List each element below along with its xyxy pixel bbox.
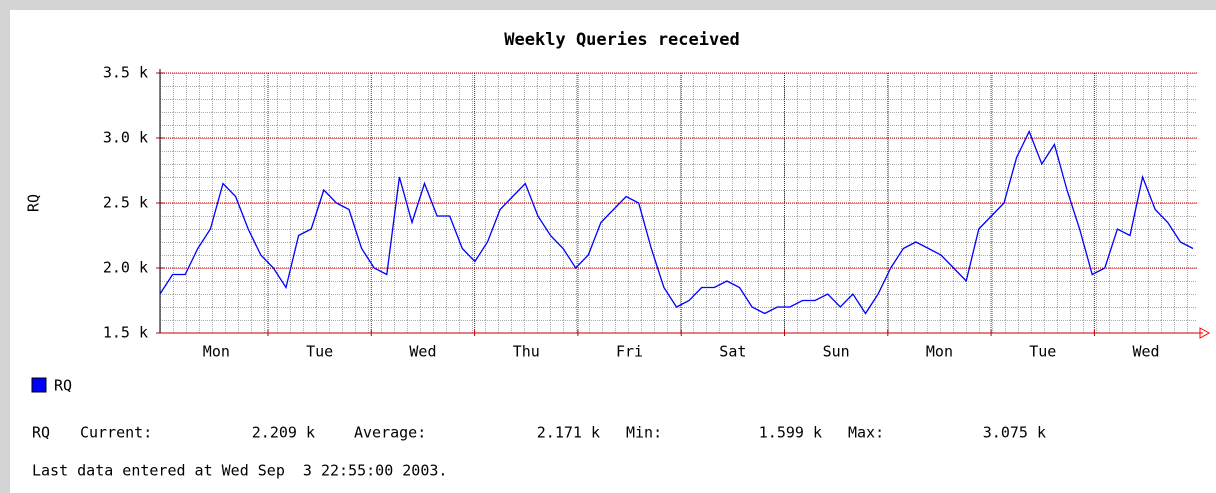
x-tick-label: Sat	[719, 343, 746, 361]
y-tick-label: 3.0 k	[103, 129, 148, 147]
chart-title: Weekly Queries received	[504, 30, 739, 50]
x-tick-label: Tue	[306, 343, 333, 361]
x-tick-label: Wed	[409, 343, 436, 361]
stat-value: 2.171 k	[537, 424, 600, 442]
stat-label: Min:	[626, 424, 662, 442]
stat-label: Average:	[354, 424, 426, 442]
legend-swatch	[31, 377, 47, 393]
x-tick-label: Mon	[203, 343, 230, 361]
x-tick-label: Wed	[1133, 343, 1160, 361]
stat-value: 3.075 k	[983, 424, 1046, 442]
x-tick-label: Sun	[823, 343, 850, 361]
y-tick-label: 1.5 k	[103, 324, 148, 342]
x-tick-label: Tue	[1029, 343, 1056, 361]
stats: Current: 2.209 k Average: 2.171 k Min: 1.599 …	[80, 424, 1046, 442]
plot	[156, 69, 1211, 339]
series-line	[159, 129, 1194, 315]
x-tick-label: Thu	[513, 343, 540, 361]
stat-label: Max:	[848, 424, 884, 442]
x-tick-label: Mon	[926, 343, 953, 361]
x-axis-arrow	[1199, 327, 1211, 339]
y-axis-label: RQ	[25, 194, 43, 212]
y-tick-label: 2.5 k	[103, 194, 148, 212]
stats-name: RQ	[32, 424, 50, 442]
stat-value: 1.599 k	[759, 424, 822, 442]
y-tick-label: 2.0 k	[103, 259, 148, 277]
footer: Last data entered at Wed Sep 3 22:55:00 …	[32, 462, 447, 480]
stat-label: Current:	[80, 424, 152, 442]
legend-label: RQ	[54, 377, 72, 395]
y-tick-label: 3.5 k	[103, 64, 148, 82]
stat-value: 2.209 k	[252, 424, 315, 442]
x-tick-label: Fri	[616, 343, 643, 361]
